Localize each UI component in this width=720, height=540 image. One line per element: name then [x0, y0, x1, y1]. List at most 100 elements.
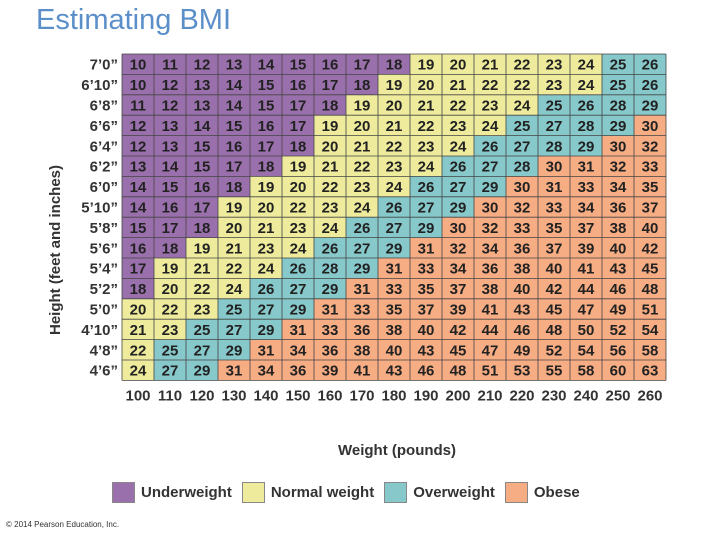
- bmi-value: 29: [322, 281, 339, 298]
- bmi-cell: [506, 237, 538, 258]
- bmi-value: 41: [354, 363, 371, 380]
- bmi-cell: [122, 115, 154, 136]
- bmi-cell: [410, 94, 442, 116]
- x-tick-label: 260: [637, 387, 662, 404]
- x-tick-label: 220: [509, 387, 534, 404]
- bmi-value: 23: [162, 322, 179, 339]
- bmi-value: 14: [226, 77, 243, 94]
- bmi-value: 27: [482, 159, 499, 176]
- bmi-cell: [506, 278, 538, 299]
- bmi-cell: [474, 74, 506, 95]
- bmi-cell: [442, 74, 474, 95]
- bmi-value: 45: [450, 342, 467, 359]
- bmi-value: 19: [354, 98, 371, 115]
- bmi-cell: [634, 94, 666, 116]
- bmi-cell: [602, 135, 634, 156]
- bmi-cell: [250, 115, 282, 136]
- bmi-value: 63: [642, 363, 659, 380]
- bmi-cell: [378, 74, 410, 95]
- bmi-value: 18: [258, 159, 275, 176]
- bmi-value: 49: [514, 342, 531, 359]
- bmi-cell: [506, 319, 538, 340]
- bmi-cell: [186, 360, 218, 381]
- bmi-value: 29: [354, 261, 371, 278]
- bmi-cell: [442, 258, 474, 279]
- bmi-cell: [314, 115, 346, 136]
- bmi-value: 17: [226, 159, 243, 176]
- bmi-cell: [474, 135, 506, 156]
- bmi-value: 26: [482, 138, 499, 155]
- bmi-cell: [410, 298, 442, 320]
- y-tick-label: 5’8”: [90, 220, 118, 237]
- bmi-value: 12: [130, 118, 147, 135]
- bmi-cell: [474, 339, 506, 360]
- bmi-value: 17: [194, 200, 211, 217]
- bmi-value: 16: [258, 118, 275, 135]
- bmi-cell: [346, 135, 378, 156]
- bmi-cell: [474, 360, 506, 381]
- bmi-cell: [570, 94, 602, 116]
- bmi-value: 27: [514, 138, 531, 155]
- bmi-value: 17: [322, 77, 339, 94]
- y-tick-label: 7’0”: [90, 57, 118, 74]
- bmi-value: 37: [578, 220, 595, 237]
- bmi-value: 24: [386, 179, 403, 196]
- bmi-cell: [218, 115, 250, 136]
- bmi-cell: [634, 74, 666, 95]
- bmi-cell: [570, 74, 602, 95]
- bmi-value: 20: [226, 220, 243, 237]
- bmi-value: 21: [354, 138, 371, 155]
- bmi-value: 13: [194, 98, 211, 115]
- bmi-cell: [154, 237, 186, 258]
- bmi-value: 48: [642, 281, 659, 298]
- bmi-value: 21: [418, 98, 435, 115]
- bmi-cell: [122, 196, 154, 218]
- bmi-cell: [410, 196, 442, 218]
- bmi-value: 23: [418, 138, 435, 155]
- bmi-cell: [506, 217, 538, 238]
- bmi-cell: [314, 237, 346, 258]
- bmi-cell: [314, 278, 346, 299]
- bmi-cell: [250, 319, 282, 340]
- bmi-value: 18: [322, 98, 339, 115]
- bmi-cell: [122, 319, 154, 340]
- bmi-value: 52: [546, 342, 563, 359]
- bmi-value: 26: [290, 261, 307, 278]
- bmi-value: 16: [162, 200, 179, 217]
- bmi-value: 22: [482, 77, 499, 94]
- bmi-cell: [570, 298, 602, 320]
- bmi-cell: [154, 135, 186, 156]
- bmi-cell: [538, 156, 570, 177]
- bmi-value: 33: [578, 179, 595, 196]
- bmi-value: 56: [610, 342, 627, 359]
- legend-swatch-underweight: [112, 481, 135, 503]
- bmi-value: 38: [610, 220, 627, 237]
- bmi-cell: [442, 360, 474, 381]
- x-tick-label: 170: [349, 387, 374, 404]
- bmi-cell: [314, 94, 346, 116]
- bmi-cell: [506, 298, 538, 320]
- bmi-cell: [378, 54, 410, 75]
- bmi-value: 29: [450, 200, 467, 217]
- bmi-cell: [410, 339, 442, 360]
- bmi-cell: [538, 94, 570, 116]
- bmi-value: 31: [418, 240, 435, 257]
- bmi-cell: [634, 278, 666, 299]
- bmi-value: 29: [226, 342, 243, 359]
- bmi-value: 14: [226, 98, 243, 115]
- bmi-cell: [442, 54, 474, 75]
- bmi-cell: [442, 156, 474, 177]
- bmi-value: 21: [482, 57, 499, 74]
- bmi-value: 25: [226, 302, 243, 319]
- bmi-value: 26: [642, 57, 659, 74]
- bmi-cell: [378, 176, 410, 197]
- bmi-value: 28: [578, 118, 595, 135]
- bmi-value: 20: [322, 138, 339, 155]
- bmi-cell: [602, 258, 634, 279]
- x-tick-label: 120: [189, 387, 214, 404]
- y-tick-label: 4’6”: [90, 363, 118, 380]
- bmi-value: 25: [194, 322, 211, 339]
- bmi-value: 27: [546, 118, 563, 135]
- y-tick-label: 5’2”: [90, 281, 118, 298]
- bmi-value: 34: [290, 342, 307, 359]
